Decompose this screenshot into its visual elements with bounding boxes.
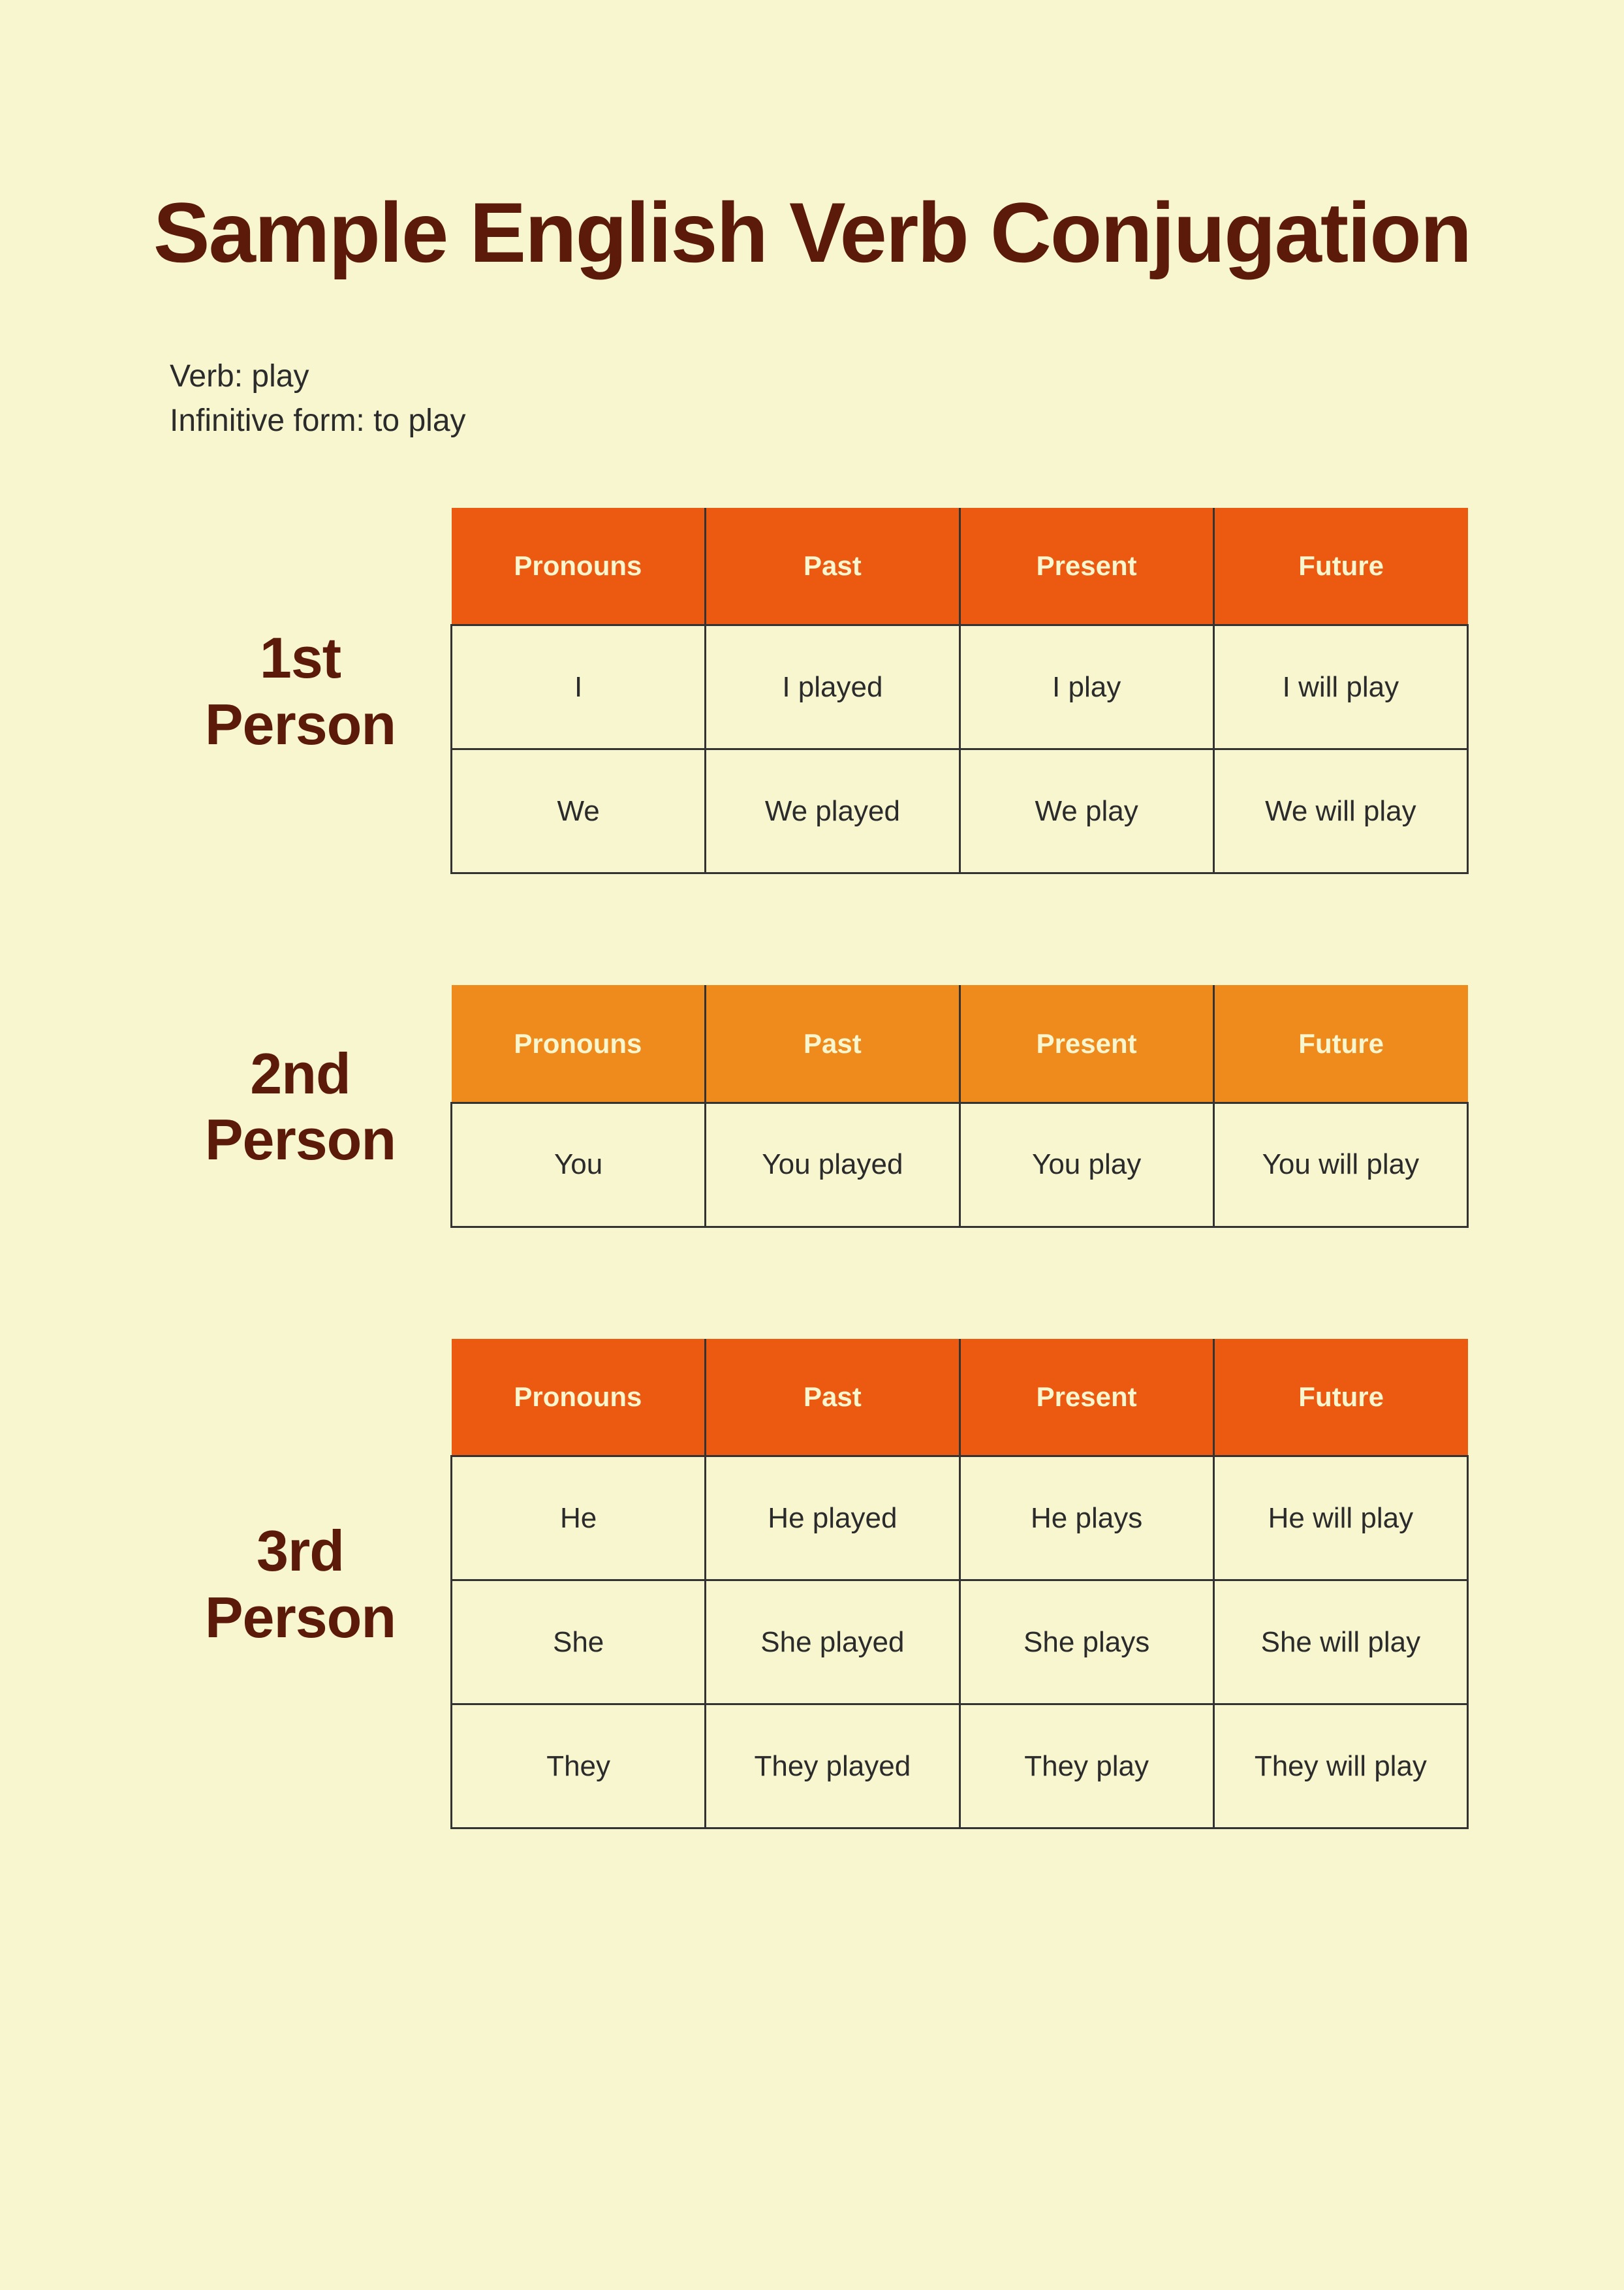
col-future: Future [1213, 508, 1467, 625]
cell-pronoun: They [452, 1704, 706, 1828]
table-row: She She played She plays She will play [452, 1580, 1468, 1704]
col-present: Present [960, 1339, 1213, 1456]
conjugation-table: Pronouns Past Present Future I I played … [450, 508, 1469, 875]
verb-line: Verb: play [170, 354, 1474, 398]
table-header-row: Pronouns Past Present Future [452, 985, 1468, 1103]
cell-present: They play [960, 1704, 1213, 1828]
cell-present: She plays [960, 1580, 1213, 1704]
cell-pronoun: She [452, 1580, 706, 1704]
cell-pronoun: He [452, 1456, 706, 1580]
col-pronouns: Pronouns [452, 1339, 706, 1456]
section-label-line2: Person [150, 1584, 450, 1650]
verb-meta: Verb: play Infinitive form: to play [170, 354, 1474, 442]
col-present: Present [960, 508, 1213, 625]
conjugation-table: Pronouns Past Present Future You You pla… [450, 985, 1469, 1228]
cell-future: He will play [1213, 1456, 1467, 1580]
section-label: 2nd Person [150, 1041, 450, 1172]
cell-past: I played [706, 625, 960, 749]
table-row: We We played We play We will play [452, 749, 1468, 873]
section-2nd-person: 2nd Person Pronouns Past Present Future … [150, 985, 1474, 1228]
col-past: Past [706, 1339, 960, 1456]
table-row: They They played They play They will pla… [452, 1704, 1468, 1828]
page-title: Sample English Verb Conjugation [150, 183, 1474, 283]
cell-future: You will play [1213, 1103, 1467, 1227]
section-label-line1: 2nd [150, 1041, 450, 1106]
section-label: 3rd Person [150, 1518, 450, 1650]
col-future: Future [1213, 1339, 1467, 1456]
cell-future: She will play [1213, 1580, 1467, 1704]
cell-pronoun: We [452, 749, 706, 873]
section-label: 1st Person [150, 625, 450, 757]
table-row: You You played You play You will play [452, 1103, 1468, 1227]
cell-future: They will play [1213, 1704, 1467, 1828]
table-header-row: Pronouns Past Present Future [452, 1339, 1468, 1456]
cell-pronoun: I [452, 625, 706, 749]
conjugation-table: Pronouns Past Present Future He He playe… [450, 1339, 1469, 1830]
cell-present: He plays [960, 1456, 1213, 1580]
table-row: I I played I play I will play [452, 625, 1468, 749]
col-past: Past [706, 985, 960, 1103]
section-label-line1: 3rd [150, 1518, 450, 1584]
section-label-line2: Person [150, 691, 450, 757]
col-pronouns: Pronouns [452, 508, 706, 625]
col-pronouns: Pronouns [452, 985, 706, 1103]
col-future: Future [1213, 985, 1467, 1103]
cell-past: He played [706, 1456, 960, 1580]
col-present: Present [960, 985, 1213, 1103]
cell-past: She played [706, 1580, 960, 1704]
cell-future: We will play [1213, 749, 1467, 873]
cell-pronoun: You [452, 1103, 706, 1227]
section-label-line1: 1st [150, 625, 450, 691]
section-label-line2: Person [150, 1106, 450, 1172]
cell-past: You played [706, 1103, 960, 1227]
cell-past: We played [706, 749, 960, 873]
cell-present: I play [960, 625, 1213, 749]
cell-past: They played [706, 1704, 960, 1828]
table-header-row: Pronouns Past Present Future [452, 508, 1468, 625]
section-3rd-person: 3rd Person Pronouns Past Present Future … [150, 1339, 1474, 1830]
section-1st-person: 1st Person Pronouns Past Present Future … [150, 508, 1474, 875]
col-past: Past [706, 508, 960, 625]
cell-future: I will play [1213, 625, 1467, 749]
infinitive-line: Infinitive form: to play [170, 399, 1474, 443]
cell-present: You play [960, 1103, 1213, 1227]
cell-present: We play [960, 749, 1213, 873]
table-row: He He played He plays He will play [452, 1456, 1468, 1580]
